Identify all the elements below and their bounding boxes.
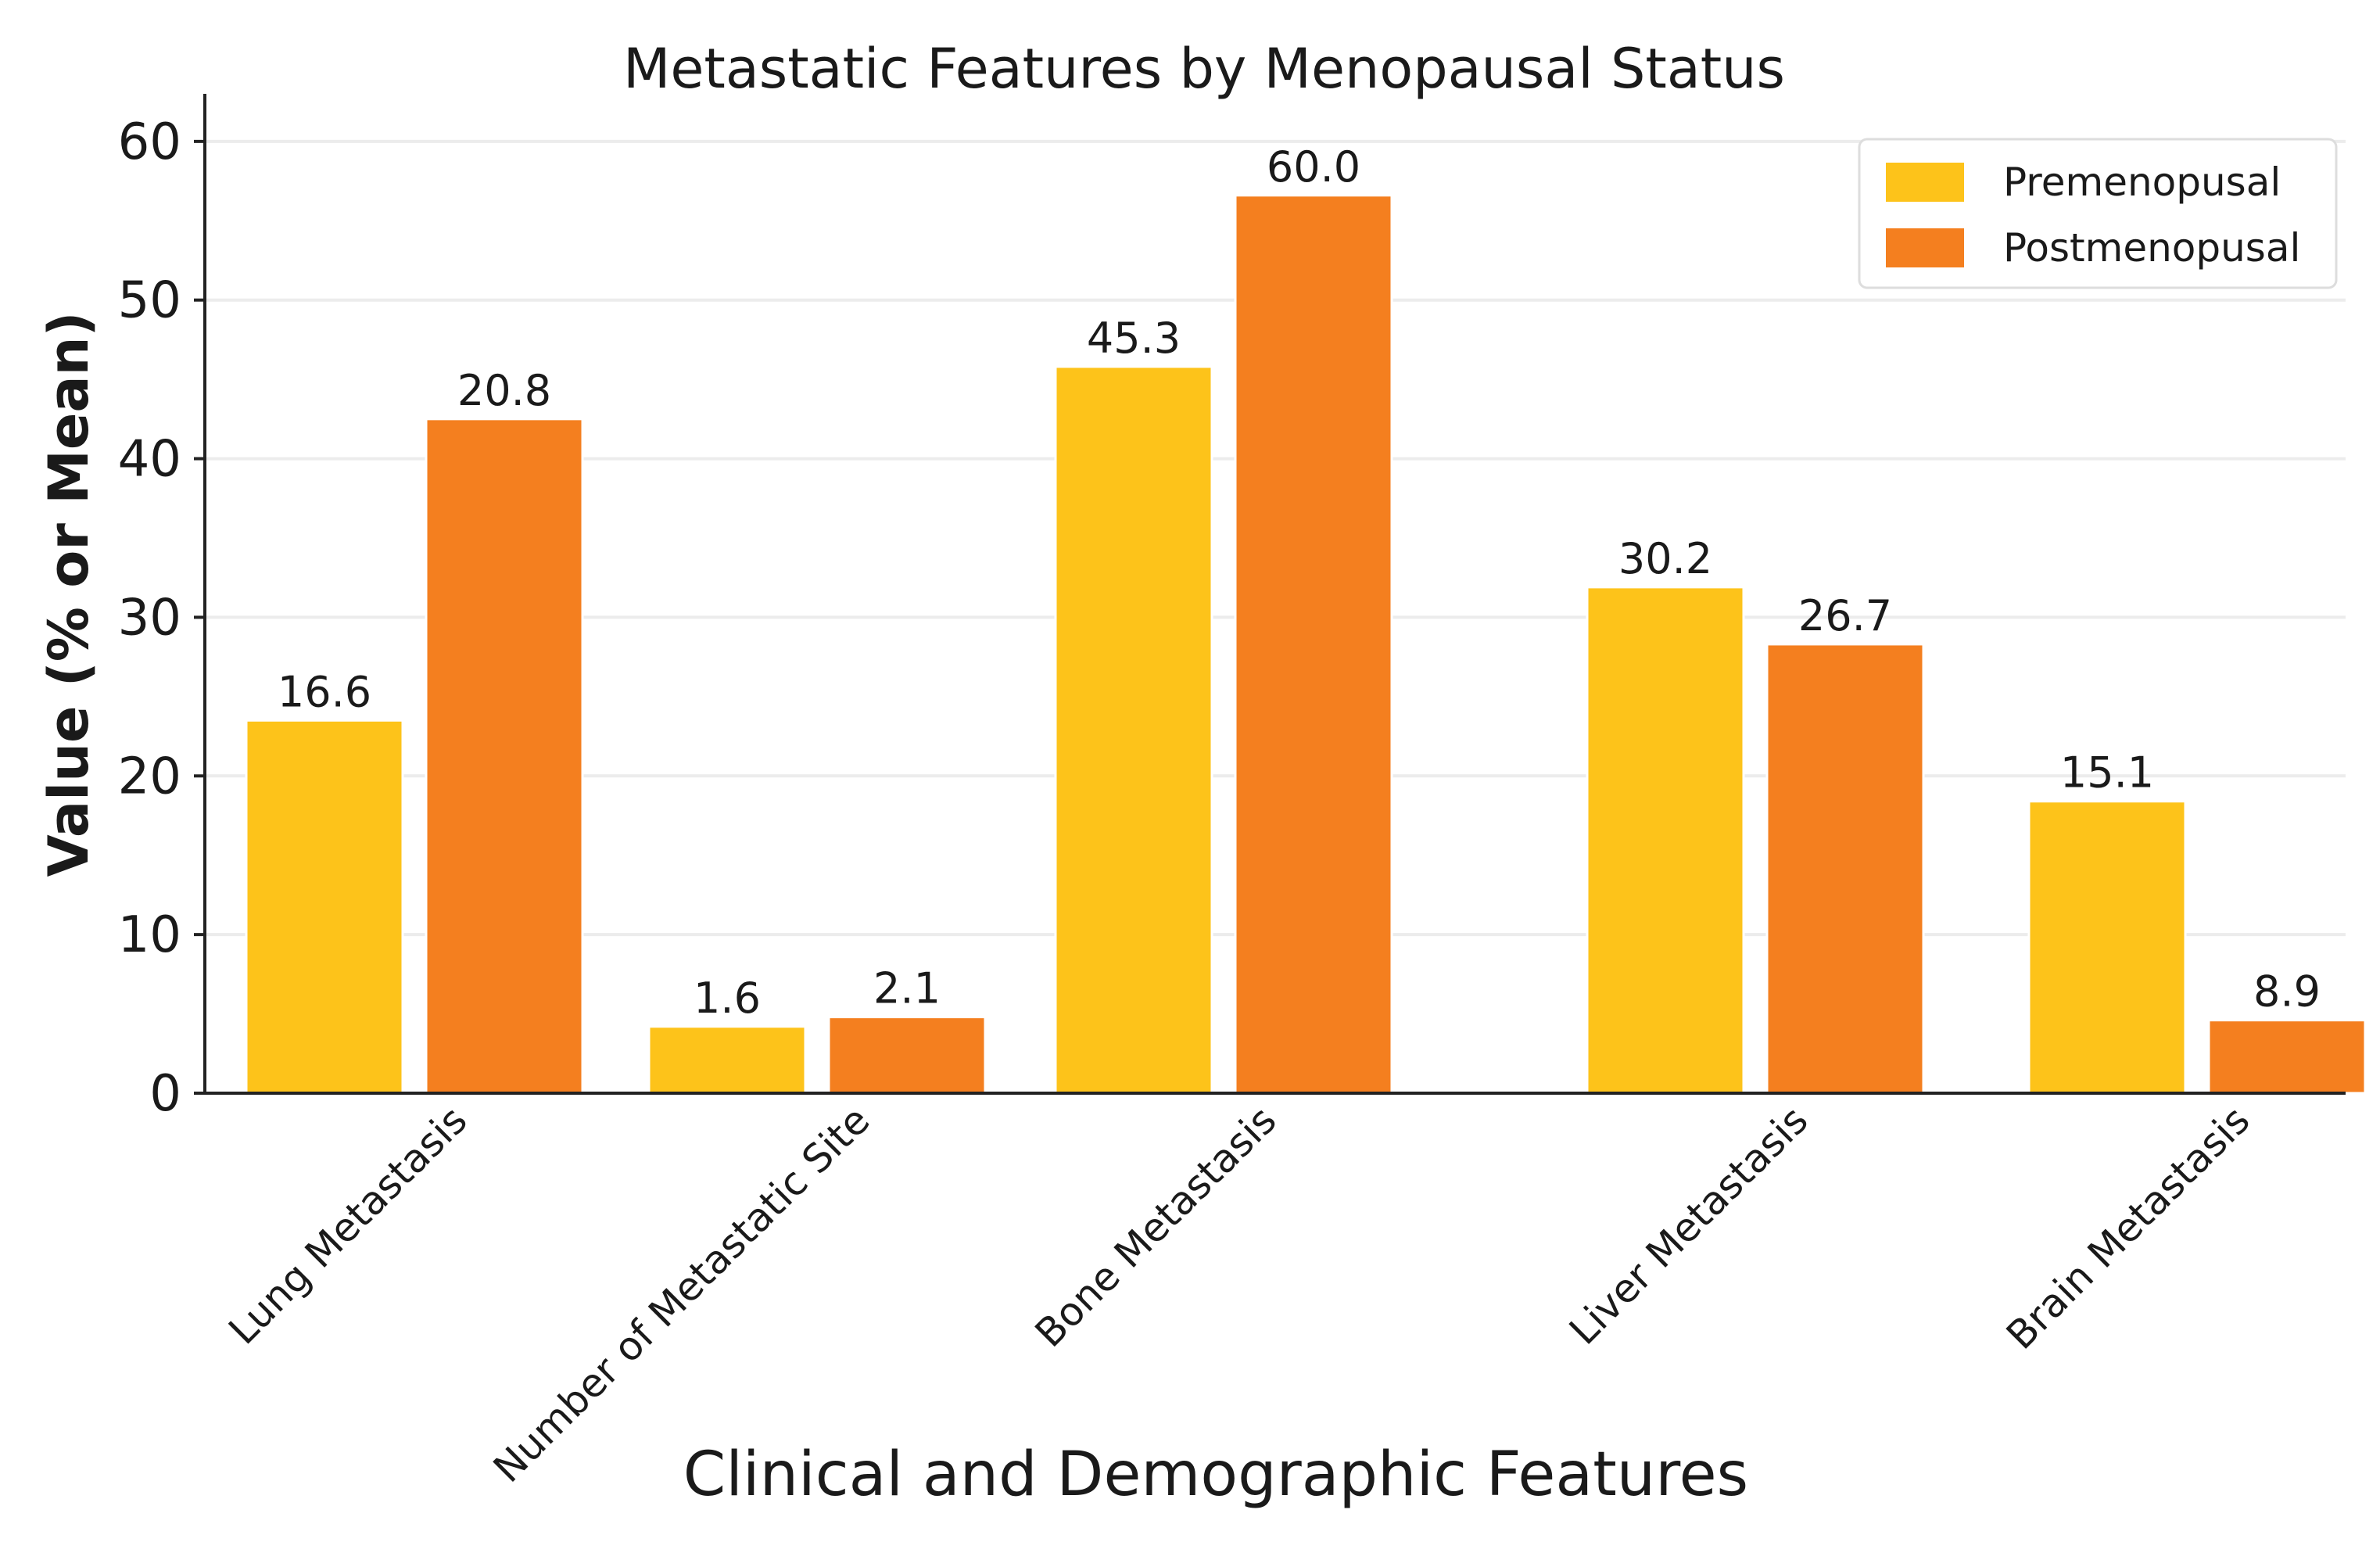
bar-premenopusal-number-of-metastatic-site xyxy=(647,1025,807,1095)
y-tick-label-10: 10 xyxy=(118,906,181,964)
bar-postmenopusal-bone-metastasis xyxy=(1234,194,1393,1095)
legend-swatch-postmenopausal xyxy=(1886,228,1964,267)
bar-postmenopusal-number-of-metastatic-site xyxy=(827,1016,987,1095)
y-tick-label-30: 30 xyxy=(118,589,181,647)
bar-premenopusal-bone-metastasis xyxy=(1054,365,1213,1095)
bar-premenopusal-liver-metastasis xyxy=(1586,586,1745,1095)
bar-postmenopusal-lung-metastasis xyxy=(425,418,584,1095)
bar-value-label-postmenopusal-lung-metastasis: 20.8 xyxy=(457,366,551,415)
legend-label-premenopausal: Premenopusal xyxy=(2003,160,2281,205)
bar-postmenopusal-liver-metastasis xyxy=(1765,643,1925,1095)
bar-value-label-premenopusal-brain-metastasis: 15.1 xyxy=(2060,748,2154,798)
y-tick-label-40: 40 xyxy=(118,431,181,489)
bar-value-labels: 16.6 20.8 1.6 2.1 45.3 60.0 30.2 26.7 15.1 8.9 xyxy=(278,142,2321,1023)
legend-frame xyxy=(1858,138,2338,289)
legend: Premenopusal Postmenopusal xyxy=(1858,138,2338,289)
y-tick-label-50: 50 xyxy=(118,272,181,330)
bar-postmenopusal-brain-metastasis xyxy=(2207,1019,2367,1095)
chart-title: Metastatic Features by Menopausal Status xyxy=(623,37,1785,101)
bar-value-label-postmenopusal-number-of-metastatic-site: 2.1 xyxy=(873,964,941,1013)
y-tick-label-60: 60 xyxy=(118,113,181,171)
bar-premenopusal-brain-metastasis xyxy=(2027,800,2187,1095)
x-axis-title: Clinical and Demographic Features xyxy=(683,1440,1748,1510)
y-tick-label-20: 20 xyxy=(118,748,181,805)
bar-value-label-postmenopusal-liver-metastasis: 26.7 xyxy=(1798,591,1892,640)
y-axis-title: Value (% or Mean) xyxy=(37,312,101,877)
legend-label-postmenopausal: Postmenopusal xyxy=(2003,225,2300,271)
bars xyxy=(245,194,2367,1095)
bar-value-label-premenopusal-lung-metastasis: 16.6 xyxy=(278,667,371,716)
bar-value-label-premenopusal-number-of-metastatic-site: 1.6 xyxy=(694,974,761,1023)
bar-value-label-postmenopusal-bone-metastasis: 60.0 xyxy=(1267,142,1360,192)
bar-value-label-premenopusal-liver-metastasis: 30.2 xyxy=(1618,534,1712,583)
bar-premenopusal-lung-metastasis xyxy=(245,719,404,1095)
legend-swatch-premenopausal xyxy=(1886,163,1964,202)
bar-value-label-premenopusal-bone-metastasis: 45.3 xyxy=(1087,314,1181,363)
bar-value-label-postmenopusal-brain-metastasis: 8.9 xyxy=(2253,967,2321,1017)
axes xyxy=(203,94,2346,1095)
y-tick-label-0: 0 xyxy=(149,1065,181,1123)
y-ticks: 0 10 20 30 40 50 60 xyxy=(118,113,205,1123)
